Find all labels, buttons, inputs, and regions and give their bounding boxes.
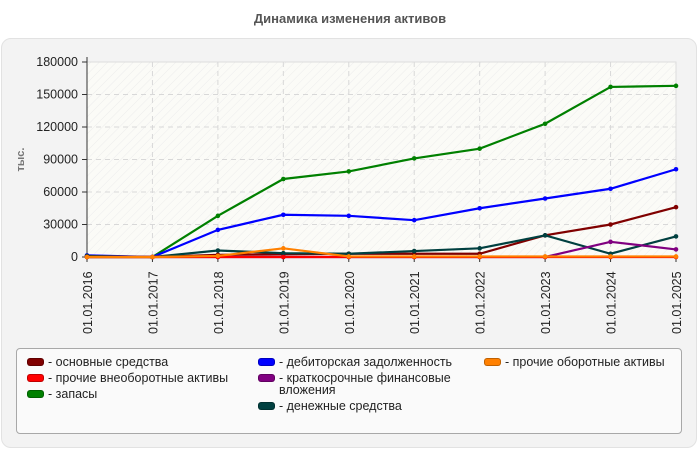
data-point: [477, 254, 482, 259]
legend-item: - прочие оборотные активы: [484, 356, 665, 368]
series-line: [86, 234, 677, 259]
legend: - основные средства - прочие внеоборотные…: [16, 348, 682, 434]
series-line: [87, 247, 676, 259]
legend-item: - дебиторская задолженность: [258, 356, 452, 368]
data-point: [608, 239, 613, 245]
data-point: [673, 204, 679, 210]
legend-item: - запасы: [27, 388, 228, 400]
x-tick-label: 01.01.2017: [146, 271, 160, 334]
x-tick-label: 01.01.2025: [670, 271, 684, 334]
y-tick-label: 150000: [36, 88, 78, 102]
y-tick-label: 30000: [43, 218, 78, 232]
legend-swatch-icon: [27, 358, 44, 366]
chart-title: Динамика изменения активов: [253, 11, 447, 26]
legend-item: - денежные средства: [258, 400, 452, 412]
legend-label: - основные средства: [48, 355, 169, 369]
data-point: [542, 196, 548, 201]
legend-column-1: - основные средства - прочие внеоборотные…: [27, 356, 228, 404]
data-point: [84, 254, 90, 260]
data-point: [281, 246, 286, 251]
legend-swatch-icon: [484, 358, 501, 366]
legend-label: - прочие оборотные активы: [505, 355, 665, 369]
x-tick-label: 01.01.2024: [605, 271, 619, 334]
x-tick-label: 01.01.2018: [212, 271, 226, 334]
x-tick-label: 01.01.2020: [343, 271, 357, 334]
x-tick-label: 01.01.2016: [81, 271, 95, 334]
legend-item: - основные средства: [27, 356, 228, 368]
legend-label: - дебиторская задолженность: [279, 355, 453, 369]
data-point: [346, 213, 352, 219]
data-point: [608, 84, 613, 90]
legend-label: - прочие внеоборотные активы: [48, 371, 229, 385]
data-point: [411, 248, 417, 254]
x-tick-label: 01.01.2019: [277, 271, 291, 334]
data-point: [477, 205, 482, 211]
series-line: [86, 168, 677, 259]
legend-label: - денежные средства: [279, 399, 402, 413]
y-tick-label: 90000: [43, 153, 78, 167]
legend-swatch-icon: [258, 374, 275, 382]
data-point: [673, 234, 679, 239]
legend-swatch-icon: [27, 374, 44, 382]
data-point: [281, 254, 286, 260]
data-point: [281, 250, 286, 256]
data-point: [673, 247, 679, 252]
data-point: [215, 248, 221, 253]
y-tick-label: 60000: [43, 185, 78, 199]
data-point: [542, 254, 548, 259]
data-point: [542, 121, 548, 127]
x-tick-label: 01.01.2021: [408, 271, 422, 334]
legend-label: - краткосрочные финансовые вложения: [279, 371, 451, 397]
x-tick-label: 01.01.2022: [474, 271, 488, 334]
data-point: [477, 246, 482, 251]
line-chart: 0 30000 60000 90000 120000 150000 180000 01.01.…: [15, 55, 684, 334]
legend-swatch-icon: [258, 402, 275, 410]
legend-swatch-icon: [27, 390, 44, 398]
data-point: [608, 254, 613, 259]
x-tick-label: 01.01.2023: [539, 271, 553, 334]
data-point: [281, 176, 286, 182]
data-point: [542, 233, 548, 238]
data-point: [411, 254, 417, 259]
legend-column-2: - дебиторская задолженность - краткосрочн…: [258, 356, 452, 416]
y-tick-label: 180000: [36, 55, 78, 69]
legend-item: - прочие внеоборотные активы: [27, 372, 228, 384]
legend-label: - запасы: [48, 387, 98, 401]
y-axis-label: тыс.: [15, 148, 27, 172]
data-point: [673, 83, 679, 89]
data-point: [346, 169, 352, 174]
data-point: [411, 217, 417, 223]
data-point: [346, 254, 352, 259]
data-point: [477, 146, 482, 151]
legend-column-3: - прочие оборотные активы: [484, 356, 665, 372]
legend-item: - краткосрочные финансовые вложения: [258, 372, 452, 396]
data-point: [150, 254, 155, 260]
data-point: [215, 227, 221, 233]
data-point: [411, 156, 417, 161]
series-line: [87, 84, 677, 259]
data-point: [281, 212, 286, 218]
plot-area: 0 30000 60000 90000 120000 150000 180000 01.01.…: [15, 55, 684, 334]
data-point: [673, 166, 679, 172]
data-point: [608, 186, 613, 192]
y-tick-label: 0: [71, 250, 78, 264]
data-point: [215, 253, 221, 259]
data-point: [215, 213, 221, 219]
legend-swatch-icon: [258, 358, 275, 366]
y-tick-label: 120000: [36, 120, 78, 134]
data-point: [608, 222, 613, 227]
data-point: [673, 254, 679, 259]
